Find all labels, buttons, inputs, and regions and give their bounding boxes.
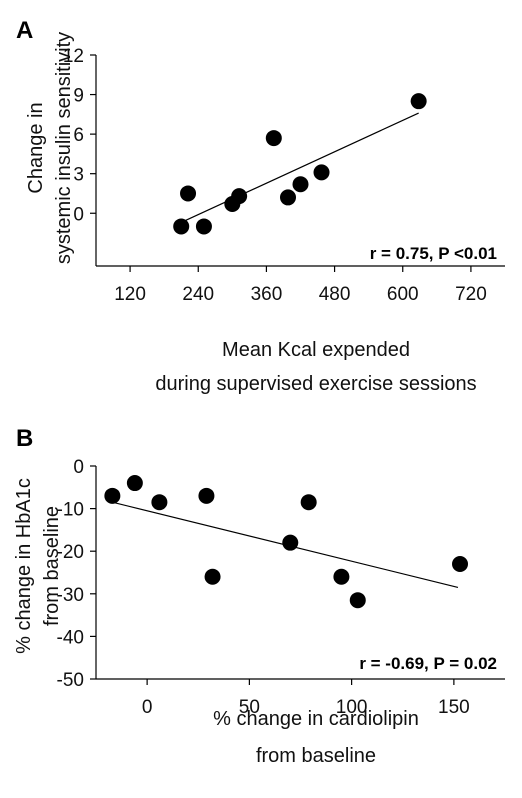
y-tick-label: -50 — [57, 670, 84, 691]
data-point — [349, 592, 366, 609]
data-point — [313, 164, 330, 181]
y-axis-label: % change in HbA1c — [13, 478, 35, 654]
y-tick-label: 6 — [73, 125, 84, 146]
chart-panel-b: B 0 -10 -20 -30 -40 -50 0 50 100 150 % change in ca… — [13, 425, 505, 767]
chart-panel-a: A 0 3 6 9 12 120 240 360 480 600 720 Mean Kcal expen… — [16, 17, 505, 395]
x-tick-label: 360 — [251, 284, 283, 305]
data-point — [333, 568, 350, 585]
data-point — [151, 494, 168, 511]
y-tick-label: 0 — [73, 204, 84, 225]
data-point — [195, 218, 212, 235]
y-tick-label: -10 — [57, 500, 84, 521]
data-point — [280, 189, 297, 206]
x-tick-label: 100 — [336, 697, 368, 718]
data-point — [198, 487, 215, 504]
y-tick-label: -30 — [57, 585, 84, 606]
x-tick-label: 480 — [319, 284, 351, 305]
data-point — [231, 188, 248, 205]
data-point — [452, 555, 469, 572]
data-point — [282, 534, 299, 551]
data-point — [204, 568, 221, 585]
x-tick-label: 150 — [438, 697, 470, 718]
panel-label: A — [16, 17, 33, 44]
x-tick-label: 600 — [387, 284, 419, 305]
x-axis-label: Mean Kcal expended — [222, 339, 410, 361]
data-point — [126, 475, 143, 492]
x-tick-label: 0 — [142, 697, 153, 718]
y-tick-label: 9 — [73, 86, 84, 107]
y-tick-label: -20 — [57, 542, 84, 563]
regression-line — [180, 112, 419, 224]
x-tick-label: 720 — [455, 284, 487, 305]
x-tick-label: 50 — [239, 697, 260, 718]
y-axis-label: from baseline — [41, 506, 63, 626]
correlation-annotation: r = 0.75, P <0.01 — [370, 244, 497, 263]
y-axis-label: systemic insulin sensitivity — [53, 32, 75, 264]
data-point — [180, 185, 197, 202]
y-tick-label: 3 — [73, 165, 84, 186]
y-tick-label: -40 — [57, 627, 84, 648]
x-axis-label: during supervised exercise sessions — [155, 373, 476, 395]
correlation-annotation: r = -0.69, P = 0.02 — [359, 654, 497, 673]
y-tick-label: 12 — [63, 46, 84, 67]
x-tick-label: 120 — [114, 284, 146, 305]
y-tick-label: 0 — [73, 457, 84, 478]
data-point — [410, 93, 427, 110]
data-point — [104, 487, 121, 504]
x-axis-label: % change in cardiolipin — [213, 708, 419, 730]
data-point — [292, 176, 309, 193]
x-axis-label: from baseline — [256, 745, 376, 767]
data-point — [265, 130, 282, 147]
x-tick-label: 240 — [182, 284, 214, 305]
panel-label: B — [16, 425, 33, 452]
y-axis-label: Change in — [25, 102, 47, 193]
data-point — [173, 218, 190, 235]
data-point — [300, 494, 317, 511]
